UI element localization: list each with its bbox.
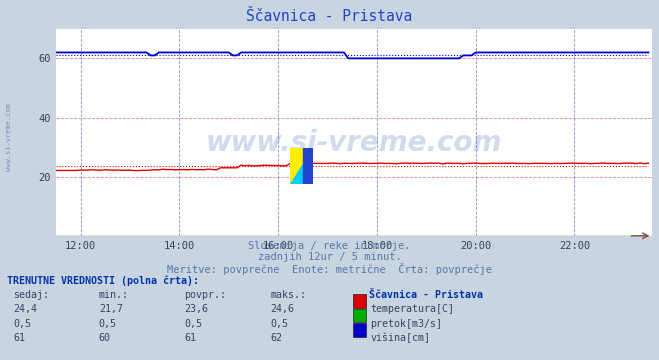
Text: 0,5: 0,5 [13,319,31,329]
Text: Slovenija / reke in morje.: Slovenija / reke in morje. [248,241,411,251]
Text: povpr.:: povpr.: [185,290,227,300]
Text: 24,6: 24,6 [270,304,294,314]
Text: Ščavnica - Pristava: Ščavnica - Pristava [369,290,483,300]
Text: temperatura[C]: temperatura[C] [370,304,454,314]
Text: 61: 61 [185,333,196,343]
Text: www.si-vreme.com: www.si-vreme.com [5,103,12,171]
Polygon shape [290,148,313,184]
Text: 60: 60 [99,333,111,343]
Text: pretok[m3/s]: pretok[m3/s] [370,319,442,329]
Text: zadnjih 12ur / 5 minut.: zadnjih 12ur / 5 minut. [258,252,401,262]
Text: 61: 61 [13,333,25,343]
Text: maks.:: maks.: [270,290,306,300]
Polygon shape [290,148,313,184]
Text: 21,7: 21,7 [99,304,123,314]
Polygon shape [302,148,313,184]
Text: TRENUTNE VREDNOSTI (polna črta):: TRENUTNE VREDNOSTI (polna črta): [7,275,198,286]
Text: 0,5: 0,5 [99,319,117,329]
Text: Meritve: povprečne  Enote: metrične  Črta: povprečje: Meritve: povprečne Enote: metrične Črta:… [167,263,492,275]
Text: www.si-vreme.com: www.si-vreme.com [206,129,502,157]
Text: višina[cm]: višina[cm] [370,333,430,343]
Text: 62: 62 [270,333,282,343]
Text: 23,6: 23,6 [185,304,208,314]
Text: Ščavnica - Pristava: Ščavnica - Pristava [246,9,413,24]
Text: 0,5: 0,5 [185,319,202,329]
Text: sedaj:: sedaj: [13,290,49,300]
Text: min.:: min.: [99,290,129,300]
Text: 24,4: 24,4 [13,304,37,314]
Text: 0,5: 0,5 [270,319,288,329]
